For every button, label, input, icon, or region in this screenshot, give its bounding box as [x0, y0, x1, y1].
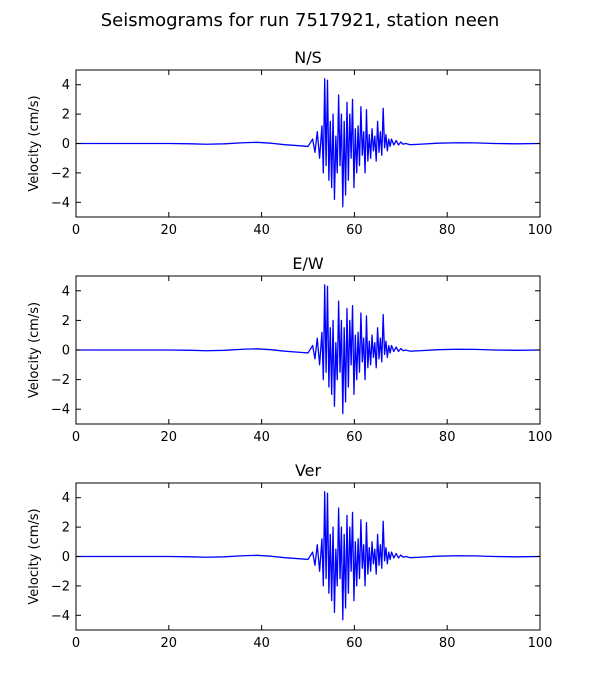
y-tick-label: 4 [62, 78, 70, 93]
y-tick-label: 0 [62, 137, 70, 152]
x-tick-label: 20 [161, 430, 178, 445]
y-tick-label: 2 [62, 314, 70, 329]
x-tick-label: 40 [253, 636, 270, 651]
seismogram-line [76, 78, 540, 208]
x-tick-label: 100 [528, 636, 553, 651]
y-axis-label: Velocity (cm/s) [27, 302, 42, 398]
figure-title: Seismograms for run 7517921, station nee… [100, 10, 500, 31]
y-tick-label: −4 [51, 609, 70, 624]
y-tick-label: −2 [51, 373, 70, 388]
y-tick-label: 2 [62, 108, 70, 123]
y-tick-label: −2 [51, 166, 70, 181]
x-tick-label: 20 [161, 636, 178, 651]
plot-title: E/W [292, 254, 324, 273]
y-tick-label: −2 [51, 579, 70, 594]
x-tick-label: 80 [439, 636, 456, 651]
y-tick-label: 4 [62, 284, 70, 299]
x-tick-label: 80 [439, 223, 456, 238]
x-tick-label: 0 [72, 223, 80, 238]
x-tick-label: 80 [439, 430, 456, 445]
plot-title: Ver [295, 461, 322, 480]
y-tick-label: 0 [62, 550, 70, 565]
x-tick-label: 60 [346, 430, 363, 445]
plot-panel-1: N/S Velocity (cm/s) 0 20 40 60 80 100 −4 −2 0 2 4 [27, 48, 552, 238]
y-axis-label: Velocity (cm/s) [27, 508, 42, 604]
plot-panel-3: Ver Velocity (cm/s) 0 20 40 60 80 100 −4 −2 0 2 4 [27, 461, 552, 651]
x-tick-label: 0 [72, 430, 80, 445]
x-tick-label: 60 [346, 223, 363, 238]
plot-panel-2: E/W Velocity (cm/s) 0 20 40 60 80 100 −4 −2 0 2 4 [27, 254, 552, 445]
x-tick-label: 40 [253, 223, 270, 238]
y-tick-label: 4 [62, 491, 70, 506]
x-tick-label: 20 [161, 223, 178, 238]
x-tick-label: 100 [528, 430, 553, 445]
x-tick-label: 0 [72, 636, 80, 651]
y-tick-label: 2 [62, 521, 70, 536]
y-tick-label: −4 [51, 196, 70, 211]
seismogram-line [76, 284, 540, 415]
y-tick-label: −4 [51, 403, 70, 418]
seismogram-line [76, 491, 540, 621]
plot-title: N/S [294, 48, 322, 67]
x-tick-label: 60 [346, 636, 363, 651]
x-tick-label: 40 [253, 430, 270, 445]
x-tick-label: 100 [528, 223, 553, 238]
y-tick-label: 0 [62, 344, 70, 359]
y-axis-label: Velocity (cm/s) [27, 95, 42, 191]
